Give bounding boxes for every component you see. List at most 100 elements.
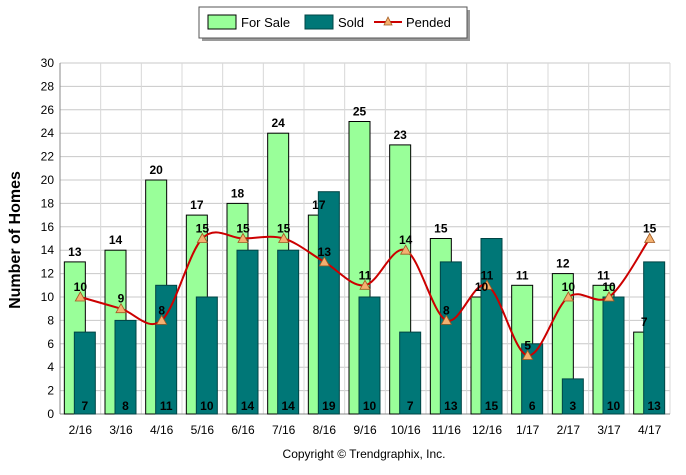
label-for-sale: 13	[68, 245, 82, 259]
label-for-sale: 17	[312, 198, 326, 212]
label-sold: 11	[160, 399, 173, 413]
x-tick-label: 7/16	[272, 423, 296, 437]
bar-sold	[317, 191, 340, 415]
legend-label-sold: Sold	[338, 15, 364, 30]
label-pended: 9	[118, 292, 125, 306]
pended-line	[80, 231, 651, 357]
bar-sold	[521, 343, 544, 415]
legend-swatch-for-sale	[207, 14, 237, 30]
bar-sold	[643, 261, 666, 415]
y-tick-label: 18	[41, 196, 55, 210]
label-sold: 8	[122, 399, 129, 413]
label-sold: 10	[363, 399, 377, 413]
pended-marker	[481, 279, 493, 290]
bar-sold	[399, 331, 422, 415]
y-tick-label: 26	[41, 103, 55, 117]
pended-marker	[74, 291, 87, 302]
label-for-sale: 7	[641, 315, 648, 329]
y-tick-label: 14	[41, 243, 55, 257]
pended-line-layer	[74, 231, 656, 360]
y-tick-label: 0	[47, 407, 54, 421]
label-sold: 3	[569, 399, 576, 413]
pended-marker	[277, 232, 290, 243]
x-tick-label: 10/16	[391, 423, 421, 437]
label-for-sale: 24	[271, 116, 285, 130]
label-sold: 15	[485, 399, 499, 413]
label-pended: 11	[359, 268, 372, 282]
label-for-sale: 10	[475, 280, 489, 294]
pended-marker	[562, 291, 575, 302]
label-for-sale: 18	[231, 186, 245, 200]
label-for-sale: 14	[109, 233, 123, 247]
x-tick-label: 8/16	[313, 423, 337, 437]
label-pended: 11	[481, 268, 494, 282]
label-pended: 5	[524, 339, 531, 353]
label-pended: 15	[196, 222, 210, 236]
y-tick-label: 20	[41, 173, 55, 187]
y-tick-label: 8	[47, 313, 54, 327]
label-sold: 7	[81, 399, 88, 413]
bar-sold	[114, 319, 137, 415]
pended-marker	[155, 314, 168, 325]
label-sold: 13	[647, 399, 661, 413]
bar-sold	[602, 296, 625, 415]
label-pended: 14	[399, 233, 413, 247]
label-for-sale: 20	[149, 163, 163, 177]
y-tick-label: 24	[41, 126, 55, 140]
legend-label-for-sale: For Sale	[241, 15, 290, 30]
pended-marker	[359, 279, 371, 290]
pended-marker	[399, 244, 412, 255]
y-tick-label: 22	[41, 150, 55, 164]
label-sold: 10	[607, 399, 621, 413]
x-tick-label: 11/16	[432, 423, 461, 437]
pended-marker	[196, 232, 209, 243]
label-sold: 7	[407, 399, 414, 413]
label-for-sale: 11	[597, 268, 610, 282]
pended-marker	[237, 232, 249, 243]
y-tick-label: 30	[41, 56, 55, 70]
bar-sold	[195, 296, 218, 415]
label-for-sale: 15	[434, 222, 448, 236]
x-tick-label: 4/16	[150, 423, 174, 437]
label-for-sale: 23	[393, 128, 407, 142]
bar-sold	[358, 296, 381, 415]
label-for-sale: 25	[353, 105, 367, 119]
legend-swatch-sold	[304, 14, 334, 30]
pended-marker	[643, 232, 656, 243]
bar-sold	[73, 331, 96, 415]
legend: For Sale Sold Pended	[198, 6, 470, 41]
y-tick-label: 10	[41, 290, 55, 304]
label-pended: 10	[562, 280, 576, 294]
x-tick-label: 2/16	[69, 423, 93, 437]
y-tick-label: 28	[41, 79, 55, 93]
x-tick-label: 3/17	[597, 423, 621, 437]
copyright-footer: Copyright © Trendgraphix, Inc.	[283, 447, 446, 461]
x-tick-label: 9/16	[353, 423, 377, 437]
label-sold: 14	[241, 399, 255, 413]
x-tick-label: 5/16	[191, 423, 215, 437]
bar-sold	[439, 261, 462, 415]
label-for-sale: 12	[556, 257, 570, 271]
label-for-sale: 17	[190, 198, 204, 212]
legend-swatch-pended-marker	[383, 16, 393, 26]
x-tick-label: 12/16	[472, 423, 502, 437]
y-tick-label: 16	[41, 220, 55, 234]
y-tick-label: 2	[47, 384, 54, 398]
pended-marker	[440, 314, 453, 325]
label-sold: 6	[529, 399, 536, 413]
label-sold: 13	[444, 399, 458, 413]
bars	[63, 121, 666, 415]
y-tick-label: 12	[41, 267, 55, 281]
legend-label-pended: Pended	[406, 15, 451, 30]
bar-sold	[561, 378, 584, 415]
pended-marker	[115, 302, 127, 314]
bar-sold	[236, 249, 259, 415]
y-tick-label: 6	[47, 337, 54, 351]
label-sold: 14	[281, 399, 295, 413]
x-tick-label: 6/16	[231, 423, 255, 437]
y-axis-title: Number of Homes	[7, 171, 24, 309]
label-sold: 19	[322, 399, 336, 413]
label-for-sale: 11	[516, 268, 529, 282]
